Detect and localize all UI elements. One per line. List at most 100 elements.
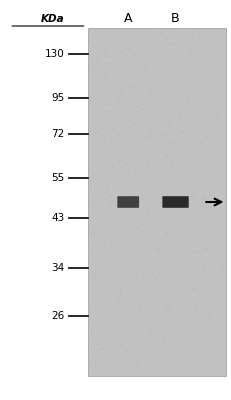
Point [137,161,140,167]
Point [204,104,207,110]
Point [202,248,206,254]
Point [197,267,201,274]
Point [172,192,176,198]
Point [148,210,151,216]
Point [222,147,226,154]
Point [167,65,171,72]
Point [177,289,181,295]
Point [137,122,141,128]
Point [145,41,148,48]
Point [113,28,117,34]
Point [167,281,170,288]
Point [112,248,116,255]
Point [129,273,132,280]
Point [93,112,97,118]
Point [138,298,141,304]
Point [167,193,170,199]
Point [176,58,179,65]
Point [95,124,98,130]
Point [117,100,121,107]
Point [104,103,108,110]
Point [113,139,117,145]
Point [200,338,203,345]
Point [146,364,149,371]
Point [205,177,209,183]
Point [95,98,99,104]
Point [123,27,127,33]
Point [152,77,155,84]
Point [169,162,172,168]
Point [114,166,118,172]
Point [217,270,220,276]
Point [181,275,184,281]
Point [128,134,132,140]
Point [182,276,186,283]
Point [137,296,141,302]
Point [222,316,225,322]
Point [120,112,124,118]
Point [121,59,124,66]
Point [144,139,148,146]
Point [96,74,100,80]
Point [157,259,161,265]
Point [217,232,221,238]
Point [87,299,91,306]
Point [197,247,201,254]
Point [158,226,161,232]
Point [116,228,120,234]
Point [191,306,195,312]
Point [218,43,221,50]
Point [198,317,201,324]
Point [117,256,120,262]
Point [176,324,180,330]
Point [196,210,200,216]
Point [94,25,98,32]
Point [190,36,194,42]
Point [202,194,206,200]
Point [119,292,123,299]
Point [153,113,157,120]
Point [88,92,91,98]
Point [111,142,115,148]
Point [121,264,124,270]
Point [205,158,209,164]
Point [103,83,106,89]
Point [191,160,195,166]
Point [205,365,209,371]
Point [222,69,226,76]
Point [173,140,177,146]
Point [113,125,117,131]
Point [189,130,192,136]
Point [92,117,96,124]
Point [188,48,192,54]
Point [97,315,100,321]
Point [144,262,148,268]
Point [88,169,92,175]
Point [105,188,109,194]
Point [207,194,211,200]
Point [128,130,132,136]
Point [166,89,170,96]
Point [143,206,146,212]
Point [207,173,210,179]
Point [131,246,135,253]
Point [177,36,181,42]
Point [164,334,167,341]
Point [97,231,101,238]
Point [183,54,187,61]
Point [192,92,195,98]
Point [137,113,141,120]
Point [189,248,193,254]
Point [161,175,165,181]
Point [183,180,187,187]
Point [148,162,152,168]
Point [179,104,182,111]
Point [175,98,179,105]
Point [124,46,128,53]
Point [161,313,165,320]
Point [156,306,160,312]
Point [202,302,206,309]
Point [224,162,227,168]
Point [158,291,162,297]
Point [176,137,180,143]
